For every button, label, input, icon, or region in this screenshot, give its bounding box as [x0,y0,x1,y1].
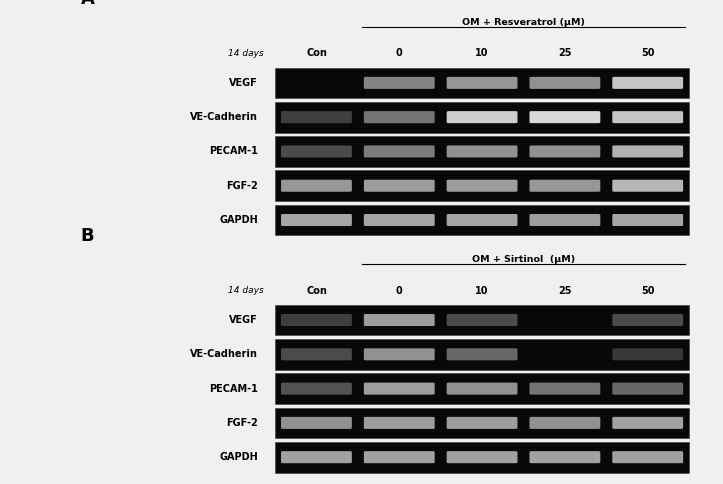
FancyBboxPatch shape [529,417,600,429]
FancyBboxPatch shape [447,145,518,157]
FancyBboxPatch shape [447,451,518,463]
FancyBboxPatch shape [364,314,435,326]
FancyBboxPatch shape [281,111,352,123]
Bar [275,408,689,438]
Text: 0: 0 [396,48,403,59]
FancyBboxPatch shape [364,214,435,226]
Bar [275,373,689,404]
Text: 50: 50 [641,48,654,59]
FancyBboxPatch shape [612,314,683,326]
FancyBboxPatch shape [612,145,683,157]
FancyBboxPatch shape [364,145,435,157]
Text: A: A [81,0,95,8]
Text: 10: 10 [475,286,489,296]
Text: 14 days: 14 days [228,49,264,58]
FancyBboxPatch shape [281,382,352,394]
Text: 0: 0 [396,286,403,296]
Text: VE-Cadherin: VE-Cadherin [190,112,258,122]
Bar [275,442,689,472]
FancyBboxPatch shape [529,111,600,123]
Bar [275,205,689,235]
FancyBboxPatch shape [529,451,600,463]
Bar [275,339,689,370]
FancyBboxPatch shape [612,451,683,463]
FancyBboxPatch shape [281,314,352,326]
Text: VE-Cadherin: VE-Cadherin [190,349,258,359]
FancyBboxPatch shape [364,451,435,463]
FancyBboxPatch shape [529,382,600,394]
Text: FGF-2: FGF-2 [226,181,258,191]
FancyBboxPatch shape [529,214,600,226]
FancyBboxPatch shape [447,348,518,361]
FancyBboxPatch shape [364,180,435,192]
FancyBboxPatch shape [281,214,352,226]
FancyBboxPatch shape [529,145,600,157]
Text: OM + Sirtinol  (μM): OM + Sirtinol (μM) [472,255,575,264]
Text: FGF-2: FGF-2 [226,418,258,428]
FancyBboxPatch shape [447,77,518,89]
FancyBboxPatch shape [281,180,352,192]
FancyBboxPatch shape [447,382,518,394]
Bar [275,170,689,201]
FancyBboxPatch shape [447,314,518,326]
FancyBboxPatch shape [281,348,352,361]
FancyBboxPatch shape [364,77,435,89]
Text: Con: Con [306,48,327,59]
FancyBboxPatch shape [364,348,435,361]
Text: 25: 25 [558,286,572,296]
Text: 10: 10 [475,48,489,59]
FancyBboxPatch shape [612,77,683,89]
FancyBboxPatch shape [364,417,435,429]
FancyBboxPatch shape [529,180,600,192]
FancyBboxPatch shape [612,417,683,429]
Bar [275,304,689,335]
FancyBboxPatch shape [447,180,518,192]
FancyBboxPatch shape [447,417,518,429]
Text: 14 days: 14 days [228,286,264,295]
FancyBboxPatch shape [364,382,435,394]
FancyBboxPatch shape [529,77,600,89]
FancyBboxPatch shape [612,214,683,226]
Text: Con: Con [306,286,327,296]
Text: VEGF: VEGF [229,315,258,325]
Text: GAPDH: GAPDH [219,452,258,462]
Bar [275,136,689,167]
FancyBboxPatch shape [281,145,352,157]
Bar [275,102,689,133]
FancyBboxPatch shape [364,111,435,123]
Text: 50: 50 [641,286,654,296]
Text: B: B [81,227,95,245]
FancyBboxPatch shape [281,417,352,429]
Text: OM + Resveratrol (μM): OM + Resveratrol (μM) [462,18,585,27]
Text: GAPDH: GAPDH [219,215,258,225]
Text: PECAM-1: PECAM-1 [209,384,258,393]
Text: 25: 25 [558,48,572,59]
Text: PECAM-1: PECAM-1 [209,147,258,156]
FancyBboxPatch shape [281,451,352,463]
FancyBboxPatch shape [612,348,683,361]
FancyBboxPatch shape [612,382,683,394]
FancyBboxPatch shape [612,180,683,192]
FancyBboxPatch shape [447,111,518,123]
FancyBboxPatch shape [447,214,518,226]
Text: VEGF: VEGF [229,78,258,88]
Bar [275,67,689,98]
FancyBboxPatch shape [612,111,683,123]
